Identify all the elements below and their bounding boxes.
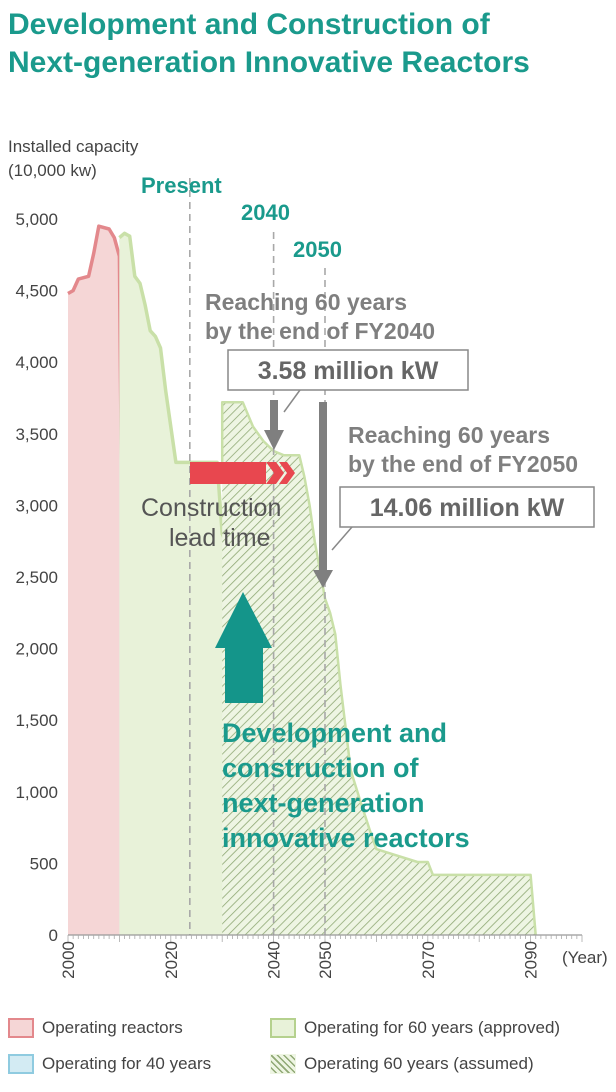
development-up-arrow — [215, 592, 272, 703]
legend-item-60-assumed: Operating 60 years (assumed) — [270, 1054, 534, 1074]
legend-swatch-operating-reactors — [8, 1018, 34, 1038]
lead-time-arrow — [190, 462, 295, 484]
x-tick-labels: 2000 2020 2040 2050 2070 2090 — [59, 941, 541, 979]
r2040-label-line2: by the end of FY2040 — [205, 318, 435, 344]
r2040-callout-line — [283, 389, 301, 413]
lead-time-label-line2: lead time — [169, 524, 270, 552]
r2050-label-line1: Reaching 60 years — [348, 422, 550, 448]
area-operating-60-years-assumed — [222, 402, 536, 935]
legend: Operating reactors Operating for 60 year… — [8, 1016, 614, 1092]
r2050-down-arrow — [313, 402, 333, 588]
lead-time-label-line1: Construction — [141, 494, 281, 522]
legend-label-60-assumed: Operating 60 years (assumed) — [304, 1054, 534, 1073]
y-axis-label-line1: Installed capacity — [8, 137, 139, 156]
chart-title-line1: Development and Construction of — [8, 8, 490, 41]
r2050-value: 14.06 million kW — [370, 494, 565, 522]
r2050-value-box — [339, 486, 595, 528]
chart-title-line2: Next-generation Innovative Reactors — [8, 46, 530, 79]
r2050-callout-line — [331, 526, 353, 551]
area-operating-reactors — [68, 226, 187, 935]
chart-title: Development and Construction of Next-gen… — [8, 6, 608, 82]
label-2040: 2040 — [241, 200, 290, 225]
y-axis-label-line2: (10,000 kw) — [8, 161, 97, 180]
r2040-label-line1: Reaching 60 years — [205, 289, 407, 315]
r2040-value: 3.58 million kW — [258, 357, 439, 385]
r2050-label-line2: by the end of FY2050 — [348, 451, 578, 477]
y-tick-label: 2,000 — [15, 640, 58, 659]
label-2050: 2050 — [293, 237, 342, 262]
series-areas — [67, 224, 537, 936]
dev-label-line3: next-generation — [222, 788, 425, 818]
x-tick-label: 2070 — [419, 941, 438, 979]
r2040-down-arrow — [264, 400, 284, 450]
legend-swatch-60-approved — [270, 1018, 296, 1038]
y-tick-label: 4,500 — [15, 282, 58, 301]
present-label: Present — [141, 173, 222, 198]
y-tick-labels: 0 500 1,000 1,500 2,000 2,500 3,000 3,500 4,000 4… — [15, 210, 58, 945]
line-operating-60-years-assumed — [220, 401, 537, 936]
dev-label-line4: innovative reactors — [222, 823, 470, 853]
y-tick-label: 3,000 — [15, 496, 58, 515]
legend-label-60-approved: Operating for 60 years (approved) — [304, 1018, 561, 1037]
x-tick-label: 2000 — [59, 941, 78, 979]
y-tick-label: 5,000 — [15, 210, 58, 229]
legend-label-operating-reactors: Operating reactors — [42, 1018, 183, 1037]
y-tick-label: 500 — [30, 854, 58, 873]
lead-time-chevron-2 — [279, 462, 295, 484]
r2040-value-box — [227, 349, 469, 391]
x-axis-label: (Year) — [562, 948, 608, 967]
dev-label-line2: construction of — [222, 753, 419, 783]
lead-time-chevron-1 — [266, 462, 284, 484]
dev-label-line1: Development and — [222, 718, 447, 748]
x-tick-label: 2090 — [522, 941, 541, 979]
x-tick-label: 2050 — [316, 941, 335, 979]
legend-item-operating-reactors: Operating reactors — [8, 1018, 183, 1038]
legend-item-40-years: Operating for 40 years — [8, 1054, 211, 1074]
area-operating-for-60-years-approved — [119, 233, 433, 936]
y-tick-label: 1,500 — [15, 711, 58, 730]
y-tick-label: 2,500 — [15, 568, 58, 587]
y-tick-label: 1,000 — [15, 783, 58, 802]
legend-swatch-60-assumed — [270, 1054, 296, 1074]
y-tick-label: 0 — [49, 926, 58, 945]
x-tick-label: 2040 — [265, 941, 284, 979]
x-minor-ticks — [67, 935, 583, 942]
legend-swatch-40-years — [8, 1054, 34, 1074]
legend-item-60-approved: Operating for 60 years (approved) — [270, 1018, 560, 1038]
y-tick-label: 4,000 — [15, 353, 58, 372]
lead-time-bar — [190, 462, 266, 484]
x-tick-label: 2020 — [162, 941, 181, 979]
area-chart: Installed capacity (10,000 kw) 0 500 1,000… — [8, 137, 608, 979]
legend-label-40-years: Operating for 40 years — [42, 1054, 212, 1073]
y-tick-label: 3,500 — [15, 425, 58, 444]
